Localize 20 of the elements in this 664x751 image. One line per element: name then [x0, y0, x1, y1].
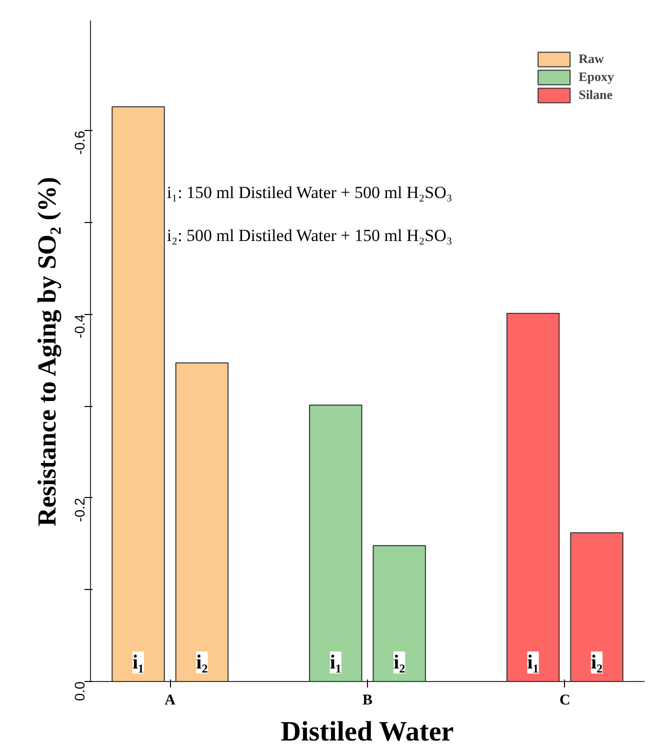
y-axis-title: Resistance to Aging by SO₂ (%) — [32, 177, 62, 526]
text: A — [164, 692, 176, 708]
legend-label: Silane — [578, 87, 613, 103]
y-tick-label: -0.4 — [72, 314, 88, 338]
legend-label: Epoxy — [578, 69, 614, 85]
text: B — [362, 692, 373, 708]
annotation: i₂: 500 ml Distiled Water + 150 ml H₂SO₃ — [166, 226, 452, 245]
annotation: i₁: 150 ml Distiled Water + 500 ml H₂SO₃ — [166, 182, 452, 202]
legend-label: Raw — [578, 51, 604, 67]
x-tick-label: i₁ — [132, 652, 144, 674]
x-tick-label: i₂ — [590, 652, 603, 674]
x-axis-title: Distiled Water — [280, 716, 454, 748]
y-tick-label: -0.6 — [72, 130, 88, 155]
x-tick-label: i₂ — [196, 652, 208, 674]
text: C — [559, 692, 570, 708]
x-tick-label: i₁ — [527, 652, 539, 674]
y-tick-label: 0.0 — [72, 681, 88, 701]
x-tick-label: i₁ — [330, 652, 342, 674]
x-tick-label: i₂ — [394, 652, 406, 674]
y-tick-label: -0.2 — [72, 498, 88, 522]
